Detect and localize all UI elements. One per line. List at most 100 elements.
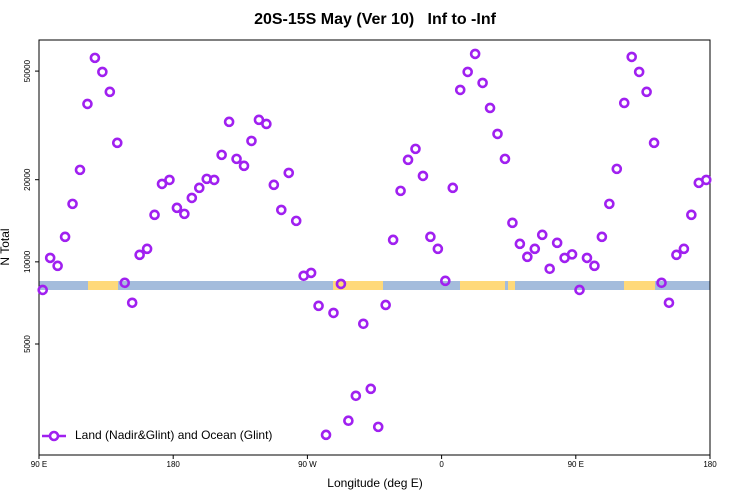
point [164,174,175,186]
point [126,297,138,309]
point [97,66,108,78]
point [611,163,623,175]
point [313,300,324,312]
point [231,153,242,165]
point [335,278,347,290]
land-strip [88,281,118,290]
point [193,182,205,194]
point [89,52,101,64]
point [276,204,287,216]
x-axis-label: Longitude (deg E) [327,476,422,490]
point [350,390,362,402]
point [425,231,436,243]
point [290,215,302,227]
point [417,170,429,182]
point [678,243,690,255]
point [686,209,697,221]
point [656,277,667,289]
y-tick-label: 50000 [23,59,32,82]
point [663,297,675,309]
point [149,209,160,221]
point [111,137,123,149]
point [268,179,280,191]
legend-label: Land (Nadir&Glint) and Ocean (Glint) [75,428,272,442]
point [402,154,414,166]
point [410,143,421,155]
y-tick-label: 5000 [23,335,32,353]
point [574,284,585,296]
point [566,249,578,260]
x-tick-label: 180 [703,460,717,469]
land-strip [333,281,383,290]
surface-strip [39,281,710,290]
point [358,318,369,330]
x-tick-label: 90 W [298,460,317,469]
point [596,231,608,243]
chart-title: 20S-15S May (Ver 10) Inf to -Inf [254,11,497,28]
point [320,429,332,441]
plot-frame [38,39,711,456]
point [671,249,682,261]
point [447,182,459,194]
point [544,263,556,275]
point [484,102,496,114]
point [119,277,131,289]
land-strip [624,281,655,290]
point [492,128,503,140]
point [372,421,384,433]
legend-marker [48,430,60,442]
point [104,86,116,98]
point [246,135,257,147]
point [380,299,391,311]
point [343,415,354,427]
point [74,164,86,176]
point [171,202,183,214]
point [499,153,511,165]
point [536,229,548,241]
point [432,243,444,255]
point [216,149,227,161]
point [44,252,56,264]
point [551,237,563,249]
point [52,260,63,272]
point [37,284,49,296]
point [522,251,533,263]
point [208,174,220,186]
point [581,252,593,264]
x-tick-label: 0 [439,460,444,469]
point [477,77,488,89]
y-axis-label: N Total [0,228,12,265]
point [223,116,235,128]
point [633,66,645,78]
point [648,137,660,149]
point [604,198,615,210]
point [283,167,295,179]
point [59,231,71,243]
point [141,243,153,255]
point [529,243,541,255]
point [641,86,652,98]
point [440,275,451,287]
point [462,66,473,78]
point [469,48,481,60]
point [261,118,272,130]
x-tick-label: 180 [167,460,181,469]
y-tick-label: 10000 [23,250,32,273]
point [67,198,78,210]
point [700,174,712,186]
point [179,208,190,220]
point [186,192,198,204]
point [454,84,466,96]
point [589,260,600,272]
point [387,234,399,246]
point [507,217,518,229]
point [328,307,339,319]
point [253,114,265,126]
point [618,97,630,109]
point [238,160,250,172]
point [365,383,377,395]
land-strip [508,281,515,290]
y-tick-label: 20000 [23,168,32,191]
point [82,98,93,110]
